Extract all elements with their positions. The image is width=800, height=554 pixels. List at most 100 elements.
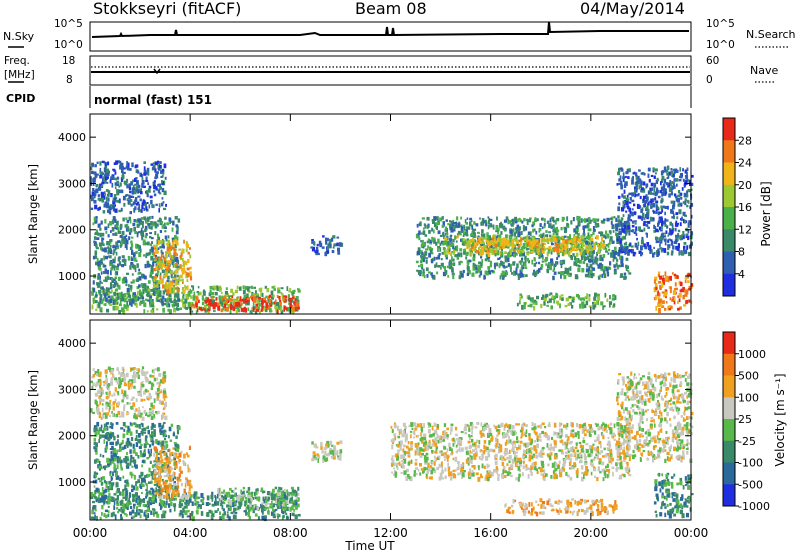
data-cell xyxy=(640,252,643,257)
data-cell xyxy=(154,511,158,515)
data-cell xyxy=(587,232,590,237)
data-cell xyxy=(517,250,520,253)
data-cell xyxy=(239,296,242,302)
data-cell xyxy=(657,297,661,300)
data-cell xyxy=(151,431,154,435)
data-cell xyxy=(671,210,675,215)
data-cell xyxy=(543,239,547,242)
data-cell xyxy=(541,297,544,301)
data-cell xyxy=(170,487,174,490)
colorbar-segment xyxy=(723,229,735,252)
data-cell xyxy=(107,486,111,491)
data-cell xyxy=(573,296,576,300)
data-cell xyxy=(681,251,685,256)
colorbar-tick-label: 8 xyxy=(738,246,745,259)
data-cell xyxy=(625,175,627,178)
data-cell xyxy=(513,237,516,241)
data-cell xyxy=(478,261,481,265)
data-cell xyxy=(162,510,165,515)
data-cell xyxy=(526,252,530,256)
data-cell xyxy=(623,220,627,225)
data-cell xyxy=(599,241,603,247)
data-cell xyxy=(160,253,163,257)
data-cell xyxy=(455,240,458,243)
data-cell xyxy=(529,303,532,308)
data-cell xyxy=(510,267,512,273)
data-cell xyxy=(112,511,115,516)
data-cell xyxy=(621,193,624,198)
data-cell xyxy=(560,236,563,240)
data-cell xyxy=(473,235,476,238)
data-cell xyxy=(157,263,160,266)
data-cell xyxy=(518,244,520,248)
data-cell xyxy=(685,299,689,304)
data-cell xyxy=(540,251,543,257)
data-cell xyxy=(508,234,511,240)
data-cell xyxy=(425,257,428,260)
data-cell xyxy=(562,240,565,245)
data-cell xyxy=(106,181,109,184)
data-cell xyxy=(579,249,582,253)
data-cell xyxy=(96,516,98,521)
data-cell xyxy=(111,227,115,232)
data-cell xyxy=(165,254,168,259)
data-cell xyxy=(182,281,184,284)
data-cell xyxy=(602,246,605,250)
data-cell xyxy=(515,253,518,256)
data-cell xyxy=(668,186,672,192)
data-cell xyxy=(680,203,683,207)
data-cell xyxy=(100,482,104,486)
data-cell xyxy=(657,248,660,252)
data-cell xyxy=(133,187,136,190)
data-cell xyxy=(442,241,445,246)
data-cell xyxy=(522,261,525,267)
data-cell xyxy=(206,513,209,517)
data-cell xyxy=(524,255,527,260)
data-cell xyxy=(513,247,517,250)
data-cell xyxy=(283,491,286,496)
data-cell xyxy=(242,300,246,304)
data-cell xyxy=(176,288,180,293)
data-cell xyxy=(94,173,98,178)
data-cell xyxy=(236,285,239,290)
data-cell xyxy=(148,185,152,189)
data-cell xyxy=(229,303,233,308)
data-cell xyxy=(614,246,617,251)
data-cell xyxy=(511,243,515,248)
data-cell xyxy=(437,247,439,252)
cpid-label: CPID xyxy=(6,92,35,105)
data-cell xyxy=(602,305,606,308)
data-cell xyxy=(428,246,432,251)
data-cell xyxy=(511,220,515,225)
data-cell xyxy=(193,291,196,297)
data-cell xyxy=(107,513,110,518)
data-cell xyxy=(265,302,269,307)
data-cell xyxy=(665,301,668,304)
data-cell xyxy=(273,493,277,497)
data-cell xyxy=(99,480,102,483)
data-cell xyxy=(584,273,588,278)
data-cell xyxy=(294,499,297,502)
data-cell xyxy=(93,485,96,488)
data-cell xyxy=(596,300,599,305)
data-cell xyxy=(139,450,142,454)
data-cell xyxy=(552,224,555,227)
data-cell xyxy=(474,263,476,268)
data-cell xyxy=(152,221,155,227)
data-cell xyxy=(103,490,106,494)
data-cell xyxy=(222,508,225,511)
data-cell xyxy=(575,252,579,257)
data-cell xyxy=(226,511,229,514)
data-cell xyxy=(509,263,512,269)
data-cell xyxy=(295,495,299,500)
data-cell xyxy=(107,197,110,202)
data-cell xyxy=(166,289,170,295)
data-cell xyxy=(600,220,604,224)
data-cell xyxy=(452,222,456,225)
data-cell xyxy=(670,305,673,309)
data-cell xyxy=(223,303,227,308)
data-cell xyxy=(134,464,138,469)
data-cell xyxy=(336,236,340,239)
data-cell xyxy=(145,242,149,245)
data-cell xyxy=(134,183,137,186)
